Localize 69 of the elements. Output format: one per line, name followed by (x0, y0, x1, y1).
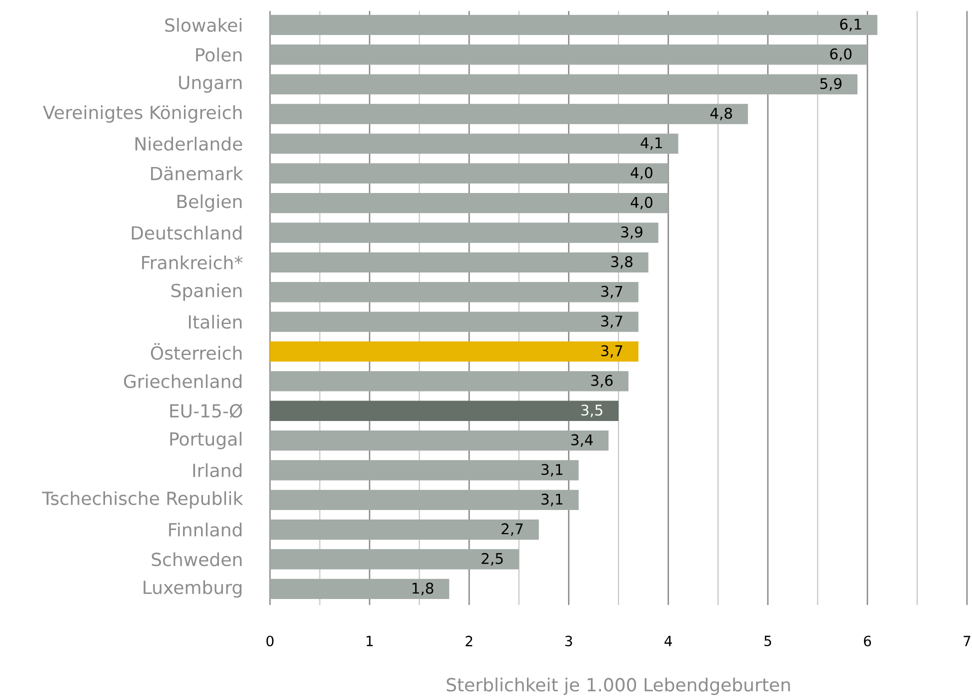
bar (270, 134, 678, 154)
y-tick-label: Finnland (169, 522, 242, 537)
bar (270, 341, 638, 362)
data-label: 3,4 (571, 434, 593, 447)
data-label: 3,7 (601, 286, 622, 298)
y-tick-label: Griechenland (124, 374, 242, 388)
y-tick-label: Niederlande (135, 136, 242, 151)
data-label: 1,8 (412, 582, 434, 596)
data-label: 3,9 (621, 226, 642, 240)
bar (270, 74, 858, 94)
data-label: 4,1 (640, 138, 662, 150)
bar (270, 371, 628, 392)
y-tick-label: Schweden (152, 552, 242, 566)
bar (270, 252, 648, 273)
data-label: 3,7 (601, 316, 622, 328)
data-label: 4,8 (710, 108, 732, 120)
x-axis-title: Sterblichkeit je 1.000 Lebendgeburten (446, 678, 790, 696)
x-tick-label: 4 (664, 636, 672, 646)
data-label: 2,7 (502, 523, 523, 536)
y-tick-label: Vereinigtes Königreich (42, 105, 242, 123)
bar (270, 549, 519, 570)
y-tick-label: Italien (188, 314, 242, 329)
y-tick-label: Deutschland (132, 226, 242, 240)
y-tick-label: Luxemburg (144, 580, 242, 598)
y-tick-label: Tschechische Republik (42, 491, 244, 509)
y-tick-label: Irland (193, 463, 242, 478)
y-tick-label: Belgien (178, 194, 242, 212)
bar (270, 104, 748, 124)
y-tick-label: Polen (196, 48, 242, 62)
bar (270, 490, 579, 510)
bar (270, 44, 868, 65)
y-tick-label: Ungarn (179, 76, 242, 93)
x-tick-label: 0 (266, 636, 274, 646)
x-tick-label: 1 (366, 636, 373, 646)
data-label: 4,0 (630, 167, 652, 180)
data-label: 6,0 (830, 48, 852, 61)
y-tick-label: Frankreich* (142, 255, 243, 270)
x-tick-label: 2 (466, 636, 472, 646)
y-tick-label: Dänemark (151, 166, 244, 180)
bar (270, 14, 878, 36)
x-tick-label: 6 (864, 636, 871, 646)
data-label: 5,9 (820, 78, 842, 91)
data-label: 4,0 (630, 196, 652, 210)
data-label: 3,6 (591, 374, 613, 388)
x-tick-label: 7 (964, 636, 970, 646)
bar (270, 400, 618, 421)
bar (270, 312, 638, 332)
bar (270, 222, 658, 243)
y-tick-label: EU-15-Ø (170, 404, 242, 418)
bar (270, 460, 579, 480)
bar (270, 520, 539, 540)
data-label: 3,8 (611, 256, 632, 269)
y-tick-label: Portugal (170, 432, 242, 450)
data-label: 3,7 (601, 345, 622, 358)
data-label: 3,1 (542, 494, 562, 506)
data-label: 2,5 (482, 552, 503, 566)
y-tick-label: Spanien (171, 283, 242, 301)
bar (270, 282, 638, 302)
data-label: 3,5 (581, 404, 602, 418)
bar (270, 192, 668, 214)
data-label: 3,1 (542, 464, 562, 477)
x-tick-label: 5 (764, 636, 772, 646)
bar (270, 430, 609, 451)
y-tick-label: Österreich (150, 343, 242, 360)
y-tick-label: Slowakei (165, 18, 242, 32)
data-label: 6,1 (840, 18, 862, 32)
bar (270, 163, 668, 184)
bar (270, 578, 450, 600)
x-tick-label: 3 (565, 636, 572, 646)
